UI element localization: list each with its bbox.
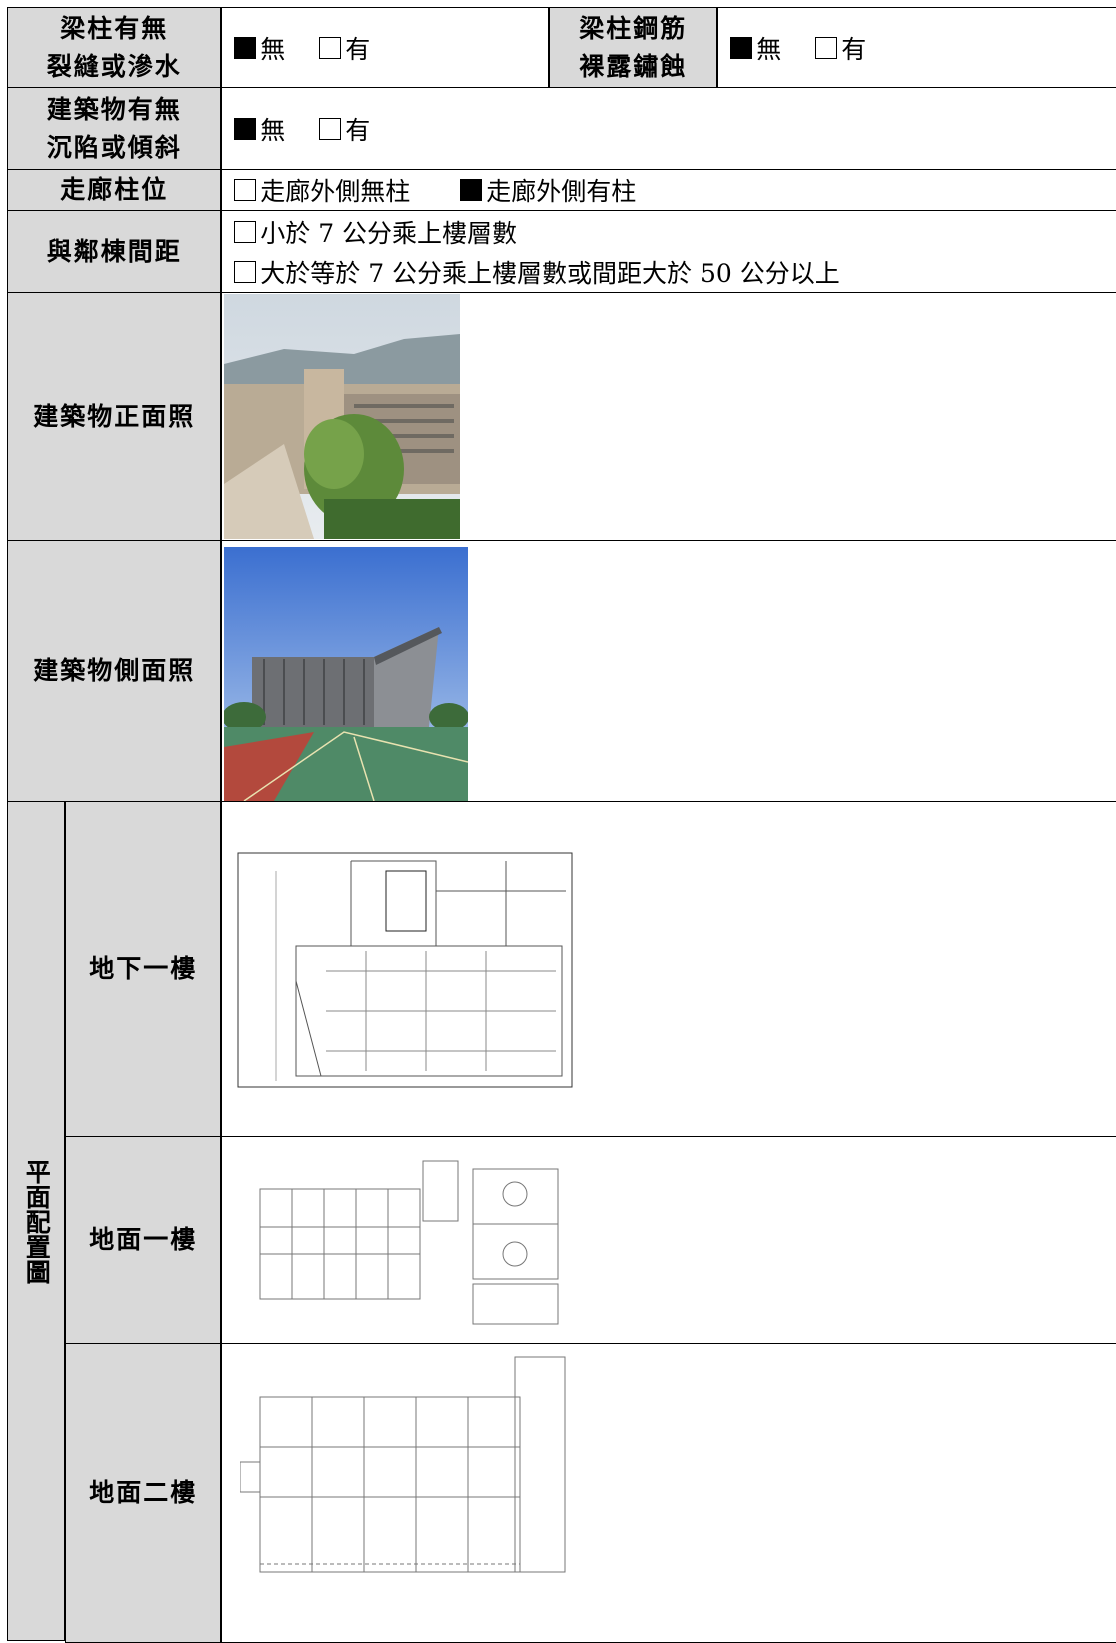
option-label: 有 xyxy=(345,34,371,64)
options: 無有 xyxy=(234,30,370,66)
label-cell: 建築物側面照 xyxy=(7,540,222,803)
option-label: 走廊外側有柱 xyxy=(486,177,637,207)
label: 梁柱鋼筋 裸露鏽蝕 xyxy=(579,13,688,81)
option-label: 有 xyxy=(345,115,371,145)
label: 建築物有無 沉陷或傾斜 xyxy=(46,94,182,162)
value-cell xyxy=(221,292,1116,542)
label: 地下一樓 xyxy=(89,954,198,984)
group-label-cell: 平面配置圖 xyxy=(7,801,66,1642)
label: 地面二樓 xyxy=(89,1478,198,1508)
checkbox xyxy=(319,117,342,140)
option: 無 xyxy=(234,30,285,66)
label-cell: 地下一樓 xyxy=(65,801,222,1138)
checkbox xyxy=(234,179,257,202)
value-cell: 走廊外側無柱 走廊外側有柱 xyxy=(221,169,1116,212)
front-photo xyxy=(224,294,461,540)
option: 有 xyxy=(815,30,866,66)
option: 小於 7 公分乘上樓層數 xyxy=(234,214,840,250)
option-label: 無 xyxy=(260,34,286,64)
options: 小於 7 公分乘上樓層數大於等於 7 公分乘上樓層數或間距大於 50 公分以上 xyxy=(222,214,840,290)
checkbox xyxy=(234,260,257,283)
option: 無 xyxy=(234,111,285,147)
value-cell: 無有 xyxy=(717,7,1116,89)
checkbox xyxy=(815,36,838,59)
label: 梁柱有無 裂縫或滲水 xyxy=(46,13,182,81)
value-cell xyxy=(221,1343,1116,1643)
checkbox xyxy=(730,36,753,59)
option-label: 無 xyxy=(260,115,286,145)
label: 建築物正面照 xyxy=(33,401,196,431)
group-label: 平面配置圖 xyxy=(22,1158,52,1284)
option-label: 大於等於 7 公分乘上樓層數或間距大於 50 公分以上 xyxy=(260,258,840,288)
label: 與鄰棟間距 xyxy=(46,236,182,266)
value-cell: 小於 7 公分乘上樓層數大於等於 7 公分乘上樓層數或間距大於 50 公分以上 xyxy=(221,210,1116,294)
value-cell xyxy=(221,1136,1116,1345)
label-cell: 建築物正面照 xyxy=(7,292,222,542)
option: 無 xyxy=(730,30,781,66)
options: 走廊外側無柱 走廊外側有柱 xyxy=(234,172,636,208)
label-cell: 梁柱有無 裂縫或滲水 xyxy=(7,7,222,89)
option: 有 xyxy=(319,111,370,147)
checkbox xyxy=(234,36,257,59)
value-cell xyxy=(221,801,1116,1138)
value-cell: 無有 xyxy=(221,7,550,89)
option-label: 無 xyxy=(756,34,782,64)
label: 走廊柱位 xyxy=(60,175,169,205)
label-cell: 建築物有無 沉陷或傾斜 xyxy=(7,87,222,171)
options: 無有 xyxy=(730,30,866,66)
options: 無有 xyxy=(234,111,370,147)
value-cell: 無有 xyxy=(221,87,1116,171)
option: 有 xyxy=(319,30,370,66)
checkbox xyxy=(319,36,342,59)
floor-plan xyxy=(240,1356,566,1573)
option: 大於等於 7 公分乘上樓層數或間距大於 50 公分以上 xyxy=(234,254,840,290)
option: 走廊外側有柱 xyxy=(460,172,636,208)
floor-plan xyxy=(259,1160,559,1325)
value-cell xyxy=(221,540,1116,803)
option-label: 小於 7 公分乘上樓層數 xyxy=(260,218,518,248)
label-cell: 地面二樓 xyxy=(65,1343,222,1643)
label-cell: 與鄰棟間距 xyxy=(7,210,222,294)
floor-plan xyxy=(237,852,573,1088)
option: 走廊外側無柱 xyxy=(234,172,410,208)
label-cell: 走廊柱位 xyxy=(7,169,222,212)
label-cell: 地面一樓 xyxy=(65,1136,222,1345)
side-photo xyxy=(224,547,469,802)
option-label: 走廊外側無柱 xyxy=(260,177,411,207)
label-cell: 梁柱鋼筋 裸露鏽蝕 xyxy=(549,7,718,89)
checkbox xyxy=(234,220,257,243)
label: 建築物側面照 xyxy=(33,656,196,686)
checkbox xyxy=(234,117,257,140)
option-label: 有 xyxy=(841,34,867,64)
checkbox xyxy=(460,179,483,202)
label: 地面一樓 xyxy=(89,1225,198,1255)
